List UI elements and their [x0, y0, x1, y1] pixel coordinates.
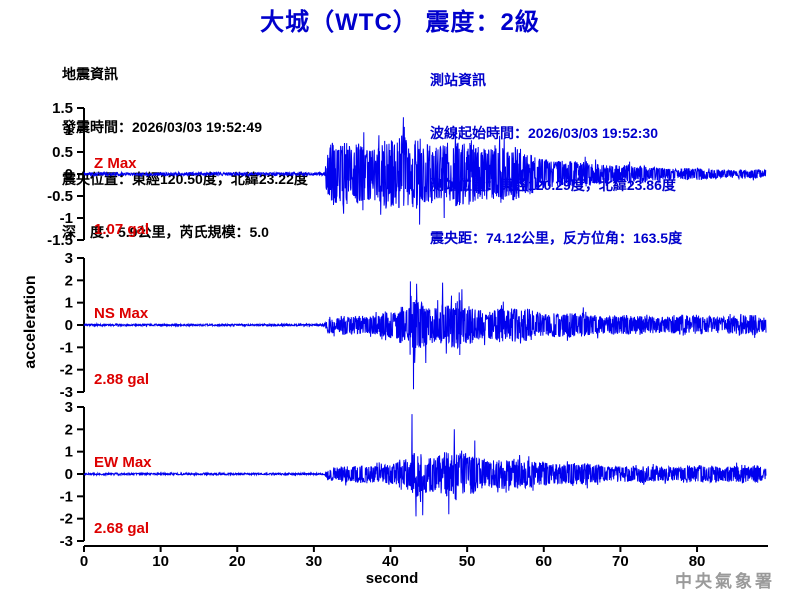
z-max-label: Z Max 1.07 gal [94, 109, 149, 285]
x-axis-tick-label: 20 [229, 553, 246, 570]
y-axis-tick-label: -1 [60, 210, 73, 227]
station-info-heading: 測站資訊 [430, 72, 486, 88]
page-title: 大城（WTC） 震度：2級 [260, 9, 540, 36]
x-axis-tick-label: 40 [382, 553, 399, 570]
y-axis-tick-label: 2 [65, 421, 73, 438]
station-info-block: 測站資訊 波線起始時間：2026/03/03 19:52:30 測站位置：東經1… [430, 37, 682, 282]
x-axis-tick-label: 70 [612, 553, 629, 570]
y-axis-tick-label: 1 [65, 444, 73, 461]
y-axis-tick-label: 0 [65, 166, 73, 183]
x-axis-tick-label: 30 [306, 553, 323, 570]
ns-max-title: NS Max [94, 305, 149, 322]
y-axis-tick-label: 0 [65, 466, 73, 483]
depth-magnitude-line: 深 度：5.9公里，芮氏規模：5.0 [62, 223, 269, 240]
y-axis-tick-label: 1 [65, 295, 73, 312]
y-axis-tick-label: -3 [60, 384, 73, 401]
wave-start-time-line: 波線起始時間：2026/03/03 19:52:30 [430, 124, 658, 141]
epicentral-distance-line: 震央距：74.12公里，反方位角：163.5度 [430, 229, 683, 246]
y-axis-tick-label: 2 [65, 272, 73, 289]
agency-watermark: 中央氣象署 [675, 572, 775, 591]
y-axis-label: acceleration [22, 275, 39, 369]
ew-max-value: 2.68 gal [94, 520, 150, 537]
ns-max-label: NS Max 2.88 gal [94, 259, 149, 435]
waveform-trace-ew [83, 414, 767, 517]
y-axis-tick-label: 3 [65, 399, 73, 416]
z-max-value: 1.07 gal [94, 221, 150, 238]
waveform-trace-z [83, 117, 767, 225]
y-axis-tick-label: -1.5 [47, 232, 73, 249]
x-axis-tick-label: 80 [689, 553, 706, 570]
z-max-title: Z Max [94, 155, 137, 172]
x-axis-tick-label: 60 [535, 553, 552, 570]
ns-max-value: 2.88 gal [94, 371, 150, 388]
y-axis-tick-label: -2 [60, 511, 73, 528]
y-axis-tick-label: -0.5 [47, 188, 73, 205]
ew-max-title: EW Max [94, 454, 152, 471]
x-axis-label: second [365, 570, 419, 587]
y-axis-tick-label: -1 [60, 488, 73, 505]
y-axis-tick-label: 3 [65, 250, 73, 267]
y-axis-tick-label: 0 [65, 317, 73, 334]
x-axis-tick-label: 10 [152, 553, 169, 570]
waveform-trace-ns [83, 281, 767, 390]
y-axis-tick-label: 1.5 [52, 100, 73, 117]
y-axis-tick-label: -2 [60, 362, 73, 379]
y-axis-tick-label: 0.5 [52, 144, 73, 161]
y-axis-tick-label: -3 [60, 533, 73, 550]
x-axis-tick-label: 50 [459, 553, 476, 570]
y-axis-tick-label: -1 [60, 339, 73, 356]
y-axis-tick-label: 1 [65, 122, 73, 139]
earthquake-info-heading: 地震資訊 [62, 66, 118, 82]
origin-time-line: 發震時間：2026/03/03 19:52:49 [62, 118, 262, 135]
ew-max-label: EW Max 2.68 gal [94, 408, 152, 584]
x-axis-tick-label: 0 [80, 553, 88, 570]
